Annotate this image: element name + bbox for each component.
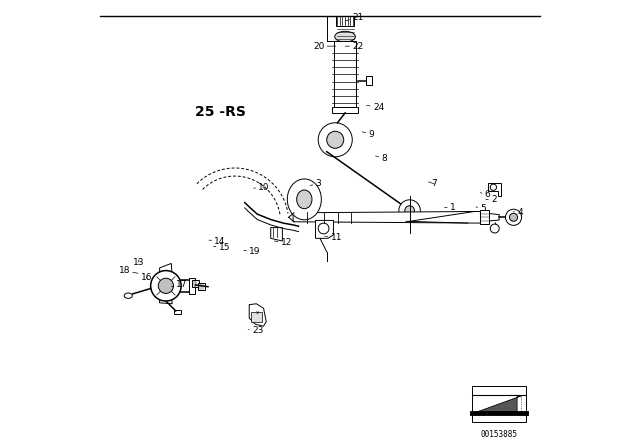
Circle shape <box>158 278 173 293</box>
Text: 23: 23 <box>248 326 263 335</box>
Text: 21: 21 <box>345 13 364 22</box>
Bar <box>192 280 199 287</box>
Text: 24: 24 <box>367 103 384 112</box>
Text: 14: 14 <box>209 237 226 246</box>
Ellipse shape <box>335 31 355 42</box>
Text: 25 -RS: 25 -RS <box>195 105 245 119</box>
Bar <box>174 310 180 314</box>
Text: 00153885: 00153885 <box>481 430 518 439</box>
Circle shape <box>318 223 329 234</box>
Text: 13: 13 <box>132 258 144 267</box>
Circle shape <box>509 213 518 221</box>
Circle shape <box>490 224 499 233</box>
Ellipse shape <box>124 293 132 298</box>
Bar <box>251 312 262 322</box>
Bar <box>332 107 358 113</box>
Polygon shape <box>271 228 282 241</box>
Text: 22: 22 <box>345 42 364 51</box>
Bar <box>189 278 195 294</box>
Bar <box>366 76 372 85</box>
Circle shape <box>399 200 420 221</box>
Circle shape <box>318 123 352 157</box>
Bar <box>481 210 490 224</box>
Text: 18: 18 <box>118 266 138 275</box>
Text: v: v <box>255 310 259 315</box>
Polygon shape <box>159 294 172 304</box>
Text: 15: 15 <box>213 243 230 252</box>
Text: 4: 4 <box>513 208 523 217</box>
Bar <box>334 41 356 108</box>
Text: 1: 1 <box>445 203 456 212</box>
Ellipse shape <box>287 179 321 220</box>
Text: 19: 19 <box>244 247 260 256</box>
Text: 16: 16 <box>141 273 152 282</box>
Ellipse shape <box>297 190 312 209</box>
Circle shape <box>506 209 522 225</box>
Text: 3: 3 <box>310 179 321 188</box>
Polygon shape <box>249 304 266 326</box>
Polygon shape <box>488 183 502 196</box>
Text: 6: 6 <box>481 190 491 199</box>
Circle shape <box>490 184 497 190</box>
Text: 20: 20 <box>313 42 336 51</box>
Circle shape <box>327 131 344 148</box>
Text: 11: 11 <box>324 233 342 242</box>
Text: 8: 8 <box>376 154 387 163</box>
Text: 2: 2 <box>486 195 497 204</box>
Polygon shape <box>316 220 333 238</box>
Circle shape <box>150 271 181 301</box>
Text: 12: 12 <box>275 238 292 247</box>
Circle shape <box>404 206 415 215</box>
Bar <box>472 386 526 422</box>
Polygon shape <box>476 396 522 412</box>
Text: 5: 5 <box>476 204 486 213</box>
Text: 17: 17 <box>172 280 188 289</box>
Bar <box>163 280 190 292</box>
Polygon shape <box>293 211 499 223</box>
Polygon shape <box>159 263 172 278</box>
Bar <box>198 283 205 290</box>
Text: 7: 7 <box>428 179 437 188</box>
Bar <box>336 16 355 26</box>
Bar <box>158 278 163 294</box>
Text: 9: 9 <box>362 130 374 139</box>
Text: 10: 10 <box>253 183 269 192</box>
